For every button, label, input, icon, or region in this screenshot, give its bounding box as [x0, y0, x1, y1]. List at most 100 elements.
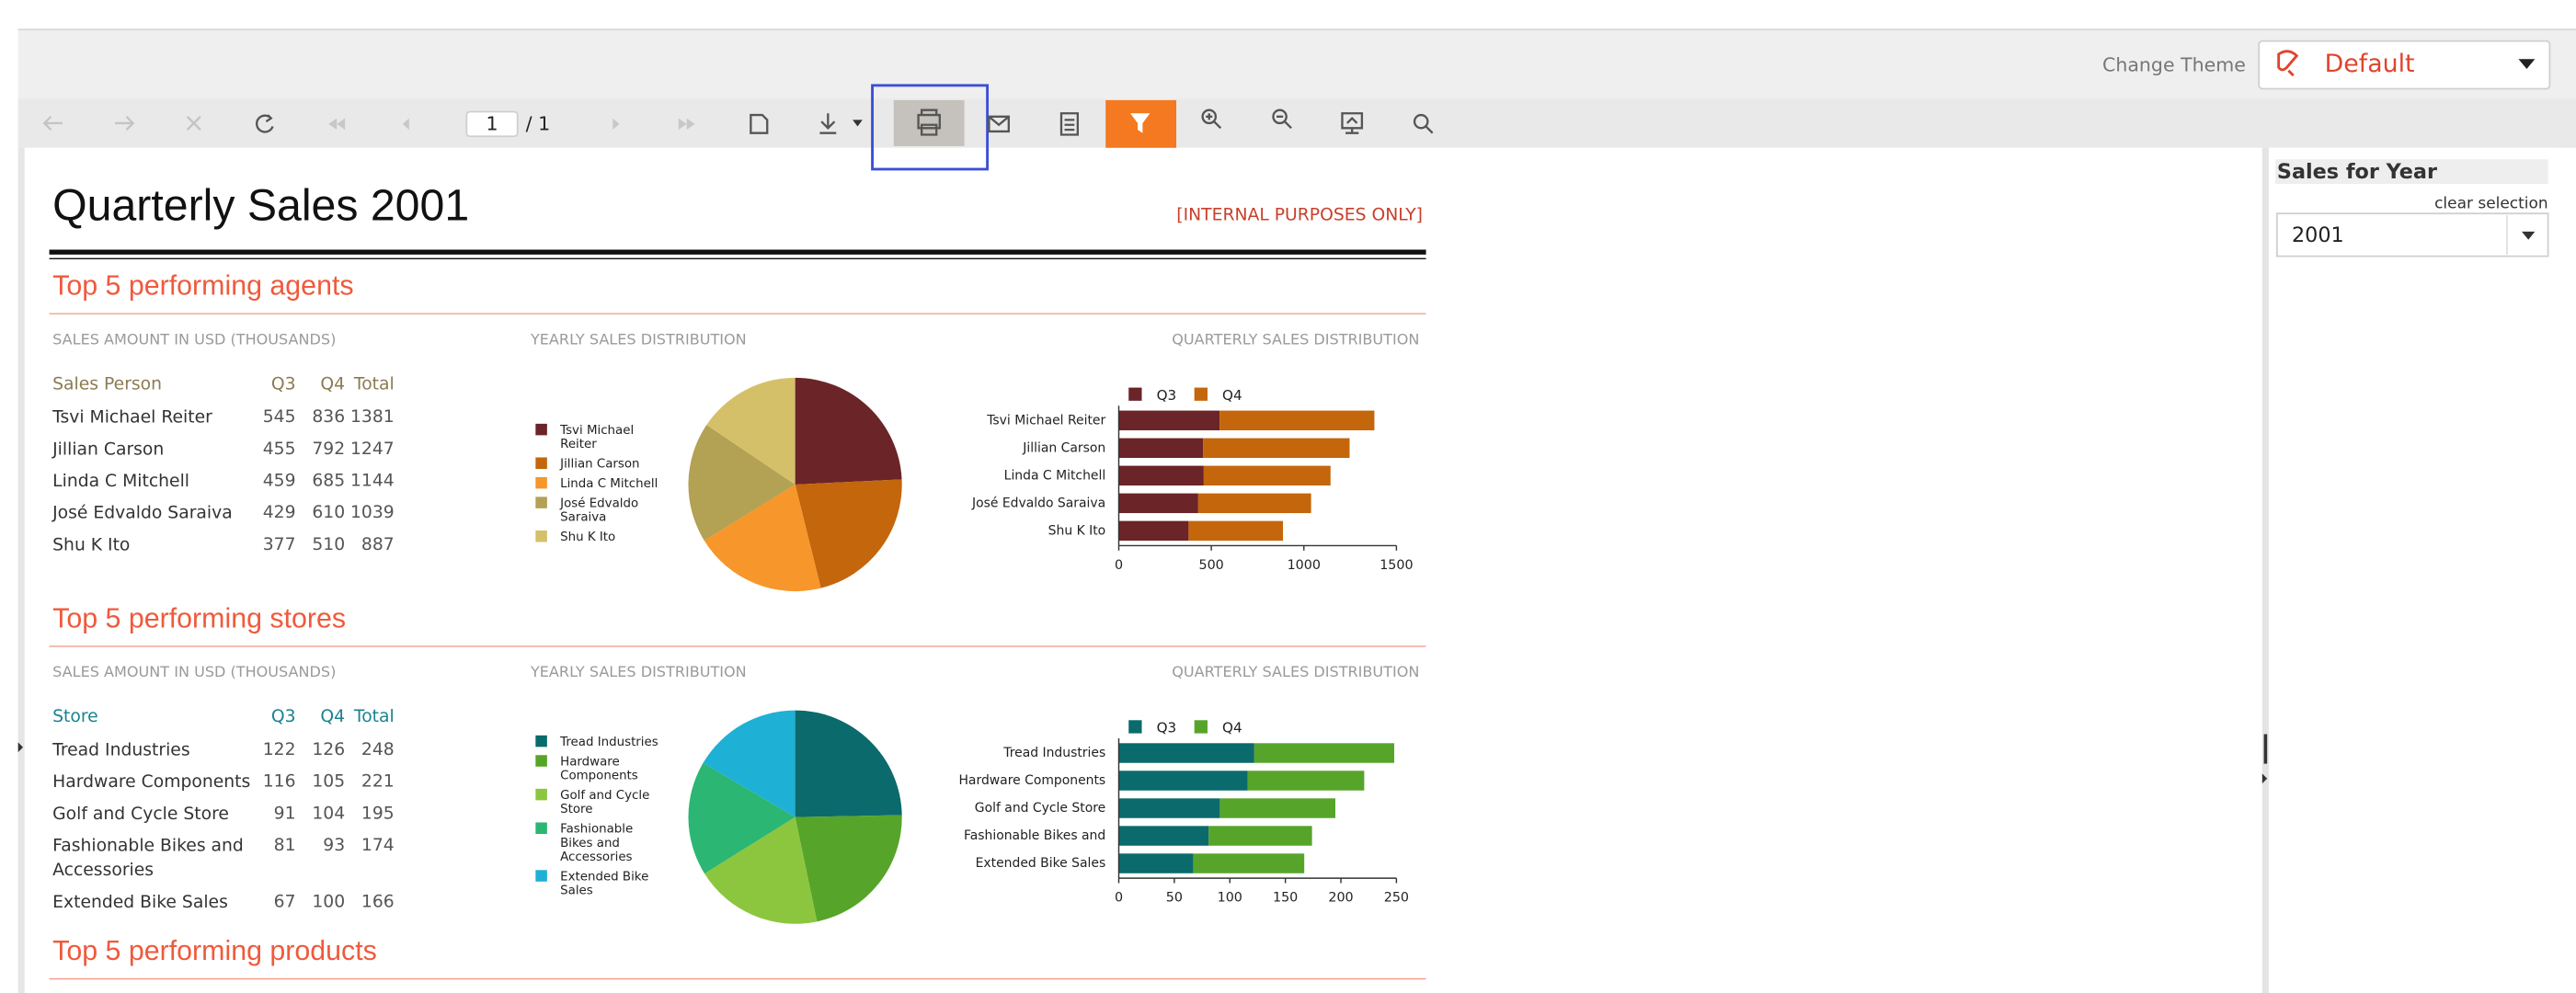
table-cell: 122	[263, 740, 296, 759]
bar-segment	[1118, 853, 1194, 873]
x-tick-label: 200	[1328, 891, 1353, 906]
text-line: Linda C Mitchell	[52, 472, 189, 491]
bar-segment	[1118, 520, 1189, 542]
export-button[interactable]	[819, 113, 863, 134]
theme-dropdown[interactable]: Default	[2258, 40, 2551, 90]
text-line: Hardware	[560, 755, 624, 769]
focus-highlight	[871, 84, 990, 171]
x-tick-label: 500	[1199, 558, 1224, 573]
text-line: Tsvi Michael	[559, 424, 637, 438]
clear-selection[interactable]: clear selection	[2434, 195, 2548, 213]
param-title: Sales for Year	[2277, 160, 2437, 184]
select-value[interactable]: 2001	[2292, 223, 2344, 247]
table-cell: 610	[312, 503, 345, 522]
zoom-in-button[interactable]	[1201, 108, 1222, 130]
x-tick-label: 150	[1273, 891, 1298, 906]
legend-label: Tread Industries	[559, 736, 658, 749]
bar-segment	[1219, 798, 1335, 818]
text-line: José Edvaldo Saraiva	[52, 503, 233, 522]
button-bg[interactable]	[893, 99, 965, 146]
next-page-button[interactable]	[613, 118, 620, 131]
table-cell: 792	[312, 439, 345, 459]
year-select[interactable]: 2001	[2275, 212, 2549, 257]
dropdown-arrow[interactable]	[2518, 59, 2536, 70]
table-cell: 91	[274, 804, 296, 823]
table-header: Store	[52, 707, 98, 726]
prev-page-button[interactable]	[402, 118, 409, 131]
table-cell: 459	[263, 472, 296, 491]
table-cell: 100	[312, 892, 345, 911]
view-mode-button[interactable]	[1341, 112, 1364, 134]
section-heading: Top 5 performing agents	[52, 271, 353, 302]
legend-label: Extended Bike Sales	[560, 870, 652, 897]
table-cell: 1247	[350, 439, 395, 459]
collapse-arrow[interactable]	[17, 742, 24, 753]
report-note: [INTERNAL PURPOSES ONLY]	[1176, 206, 1423, 225]
legend-label: Q4	[1222, 720, 1242, 736]
text-line: Saraiva	[560, 511, 606, 525]
icon	[1413, 113, 1434, 134]
pie-slice	[704, 816, 818, 924]
table-header: Total	[353, 707, 395, 726]
pie-caption: YEARLY SALES DISTRIBUTION	[530, 330, 747, 348]
icon	[750, 113, 769, 134]
dropdown-box[interactable]	[2258, 40, 2551, 90]
text-line: Store	[560, 803, 592, 816]
table-cell: 248	[361, 740, 395, 759]
table-cell: 104	[312, 804, 345, 823]
text-line: Extended Bike	[560, 870, 652, 884]
icon	[402, 118, 409, 131]
collapse-arrow[interactable]	[2261, 773, 2268, 784]
table-cell: Jillian Carson	[52, 439, 164, 459]
parameters-button[interactable]	[1105, 99, 1177, 148]
table-caption: SALES AMOUNT IN USD (THOUSANDS)	[52, 663, 336, 680]
refresh-button[interactable]	[256, 114, 274, 133]
bar-segment	[1118, 410, 1220, 431]
redo-button[interactable]	[115, 116, 135, 131]
first-page-button[interactable]	[328, 118, 346, 131]
table-cell: 166	[361, 892, 395, 911]
text-line: Bikes and	[560, 837, 624, 850]
last-page-button[interactable]	[678, 118, 695, 131]
left-strip	[17, 147, 25, 993]
table-header: Q3	[271, 707, 296, 726]
splitter-handle[interactable]	[2263, 734, 2268, 764]
zoom-out-button[interactable]	[1272, 108, 1292, 130]
bar-segment	[1203, 438, 1350, 459]
table-cell: Extended Bike Sales	[52, 892, 228, 911]
icon	[186, 116, 201, 131]
document-map-button[interactable]	[1059, 112, 1080, 136]
select-box[interactable]	[2275, 212, 2549, 257]
icon	[1130, 113, 1151, 133]
print-button[interactable]	[893, 99, 965, 146]
stop-button[interactable]	[186, 116, 201, 131]
page-input[interactable]	[465, 110, 519, 138]
table-cell: Golf and Cycle Store	[52, 804, 229, 823]
select-arrow[interactable]	[2522, 231, 2536, 240]
table-header: Q3	[271, 374, 296, 394]
search-button[interactable]	[1413, 113, 1434, 134]
print-layout-button[interactable]	[750, 113, 769, 134]
email-button[interactable]	[988, 115, 1010, 133]
table-header: Sales Person	[52, 374, 162, 394]
theme-value[interactable]: Default	[2325, 50, 2415, 78]
legend-swatch	[535, 496, 547, 508]
undo-button[interactable]	[42, 116, 63, 131]
bar-category: Linda C Mitchell	[1004, 468, 1106, 483]
legend-label: Hardware Components	[560, 755, 638, 782]
icon-arrow	[853, 120, 863, 127]
x-tick-label: 1500	[1380, 558, 1413, 573]
x-tick-label: 0	[1115, 891, 1123, 906]
table-cell: Shu K Ito	[52, 535, 130, 554]
param-header	[2275, 159, 2548, 185]
pie-slice	[688, 762, 796, 874]
table-cell: 545	[263, 407, 296, 427]
page-number[interactable]: 1	[486, 113, 498, 135]
text-line: Accessories	[52, 861, 154, 880]
x-tick-label: 100	[1218, 891, 1242, 906]
table-cell: Linda C Mitchell	[52, 472, 189, 491]
legend-swatch	[535, 476, 547, 489]
bar-segment	[1118, 465, 1204, 486]
